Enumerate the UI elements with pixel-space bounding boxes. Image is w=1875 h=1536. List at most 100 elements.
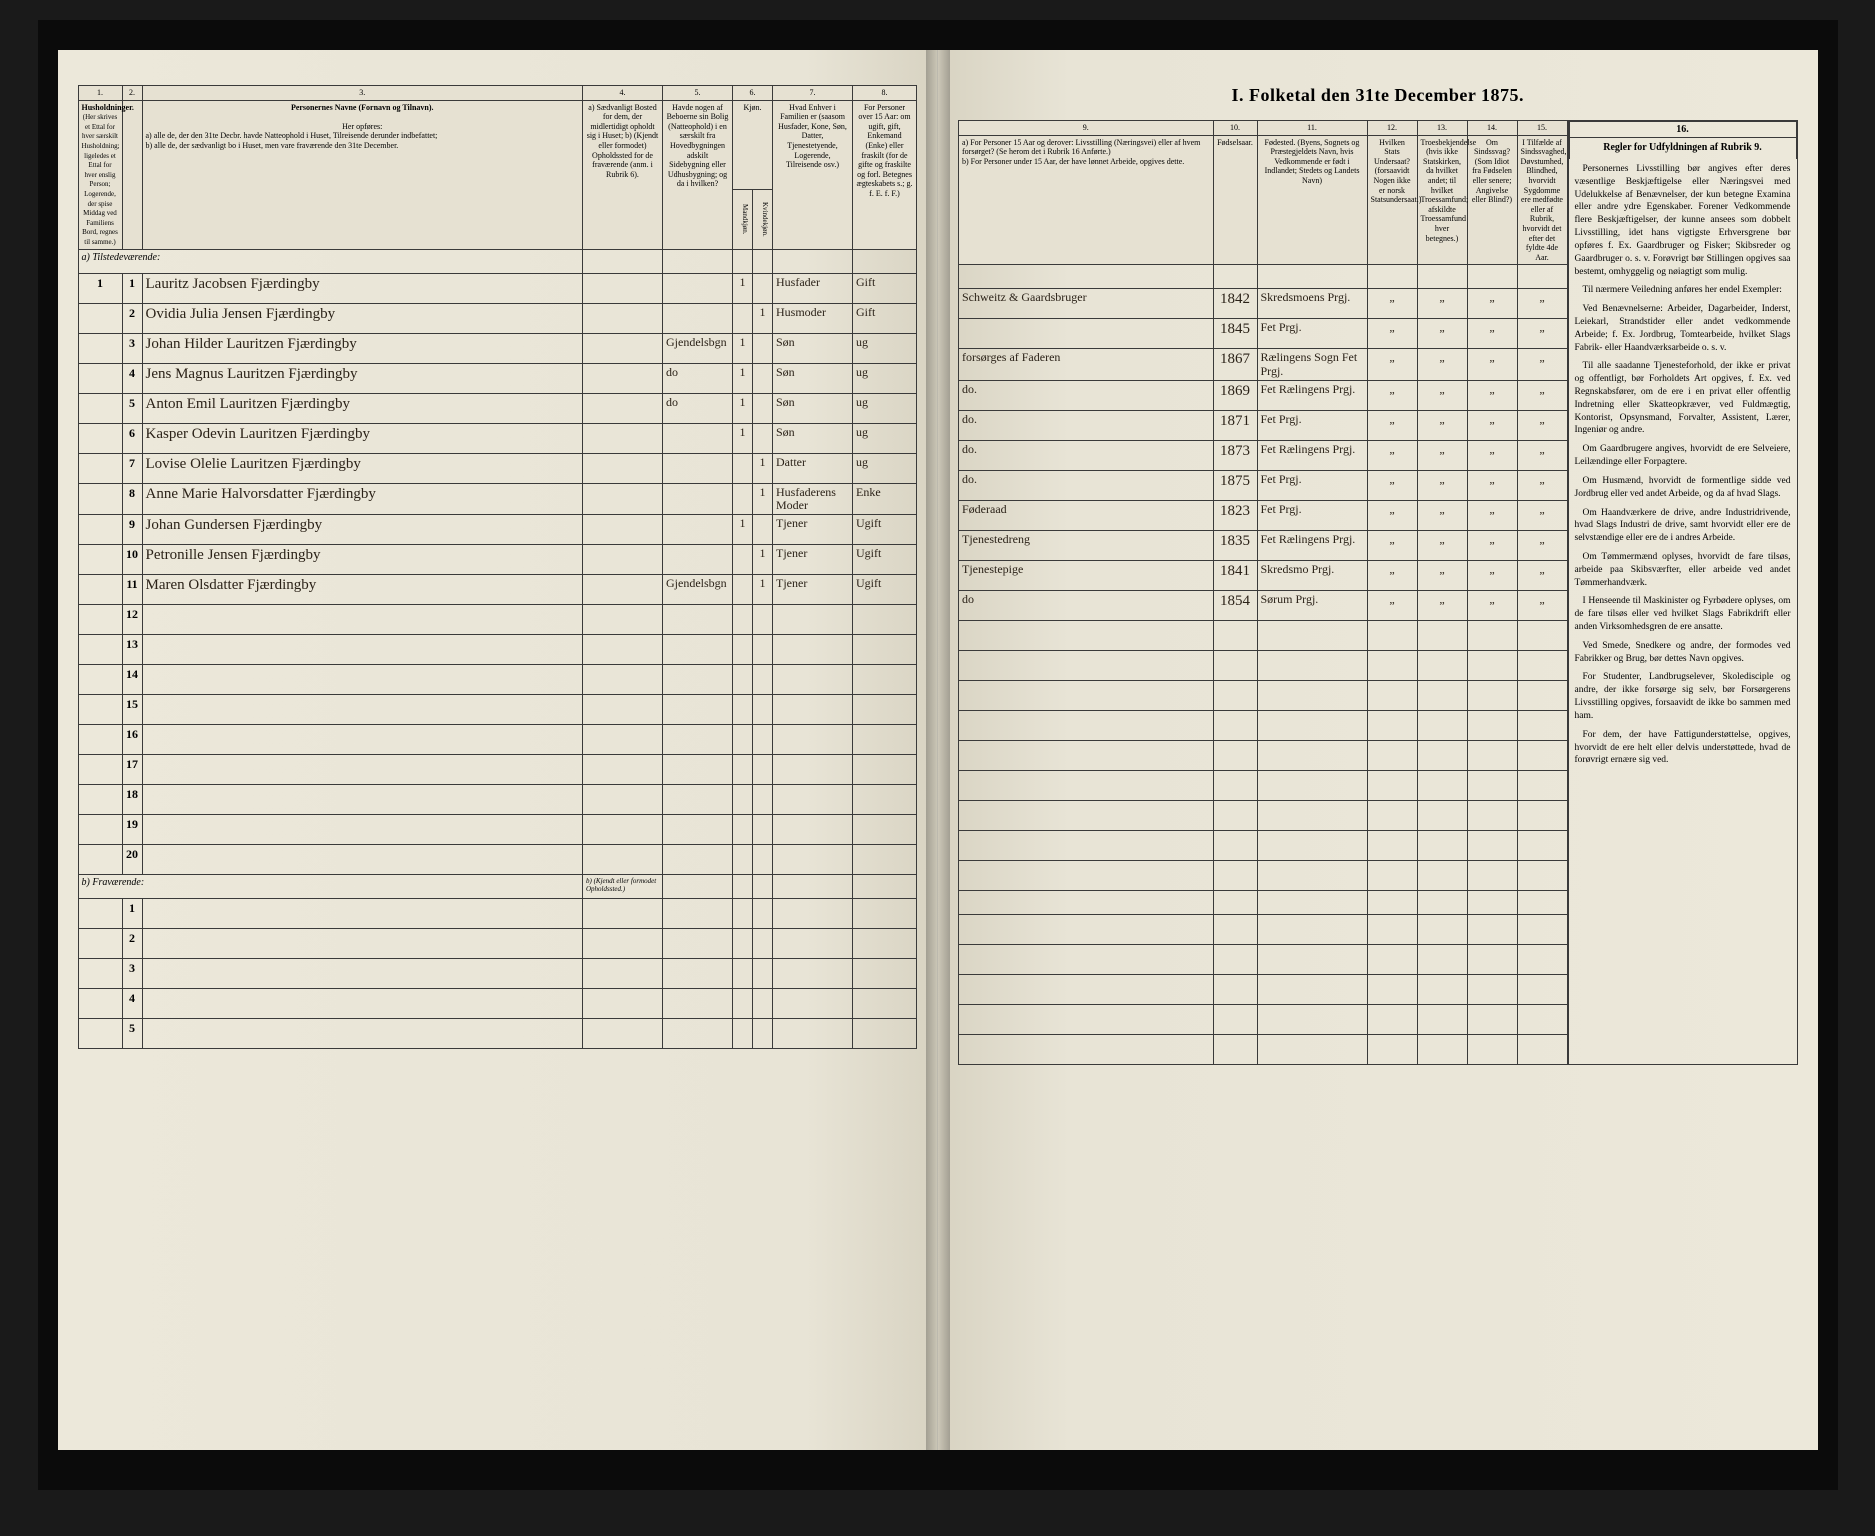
cell-birthplace: Rælingens Sogn Fet Prgj. [1257, 349, 1367, 380]
row-num: 3 [122, 333, 142, 363]
cell-name: Petronille Jensen Fjærdingby [142, 544, 583, 574]
row-num: 3 [122, 958, 142, 988]
cell-outbuilding: Gjendelsbgn [663, 333, 733, 363]
table-row: 11Lauritz Jacobsen Fjærdingby1HusfaderGi… [78, 273, 917, 303]
cell-rel: „ [1417, 289, 1467, 319]
row-num: 1 [122, 273, 142, 303]
cell-female: 1 [753, 303, 773, 333]
cell-female [753, 393, 773, 423]
cell-ins: „ [1467, 440, 1517, 470]
cell-male [733, 574, 753, 604]
colnum-3: 3. [142, 86, 583, 101]
cell-residence [583, 574, 663, 604]
cell-birthplace: Fet Prgj. [1257, 500, 1367, 530]
colnum-4: 4. [583, 86, 663, 101]
cell-residence [583, 544, 663, 574]
cell-dis: „ [1517, 410, 1567, 440]
row-num: 8 [122, 483, 142, 514]
cell-male [733, 483, 753, 514]
table-row [959, 620, 1568, 650]
row-num: 17 [122, 754, 142, 784]
cell-rel: „ [1417, 590, 1467, 620]
cell-residence [583, 483, 663, 514]
row-num: 6 [122, 423, 142, 453]
colnum-1: 1. [78, 86, 122, 101]
cell-civil: Ugift [853, 574, 917, 604]
cell-relation: Søn [773, 423, 853, 453]
cell-name: Anton Emil Lauritzen Fjærdingby [142, 393, 583, 423]
cell-female [753, 423, 773, 453]
table-row: 11Maren Olsdatter FjærdingbyGjendelsbgn1… [78, 574, 917, 604]
cell-outbuilding: do [663, 363, 733, 393]
row-num: 7 [122, 453, 142, 483]
colnum-16: 16. [1570, 122, 1796, 138]
cell-name: Maren Olsdatter Fjærdingby [142, 574, 583, 604]
cell-male [733, 453, 753, 483]
head-names-title: Personernes Navne (Fornavn og Tilnavn). [291, 103, 434, 112]
cell-ins: „ [1467, 289, 1517, 319]
head-households-sub: (Her skrives et Ettal for hver særskilt … [82, 113, 120, 246]
row-num: 13 [122, 634, 142, 664]
cell-occupation: Føderaad [959, 500, 1214, 530]
cell-civil: Gift [853, 273, 917, 303]
table-row: 12 [78, 604, 917, 634]
household-num [78, 483, 122, 514]
table-row: 3 [78, 958, 917, 988]
head-sex: Kjøn. [733, 100, 773, 189]
colnum-12: 12. [1367, 121, 1417, 136]
cell-nat: „ [1367, 380, 1417, 410]
section-absent: b) Fraværende: [78, 874, 583, 898]
rules-paragraph: For dem, der have Fattigunderstøttelse, … [1575, 729, 1791, 767]
row-num: 1 [122, 898, 142, 928]
cell-ins: „ [1467, 530, 1517, 560]
cell-year: 1871 [1213, 410, 1257, 440]
table-row: Tjenestedreng1835Fet Rælingens Prgj.„„„„ [959, 530, 1568, 560]
rules-paragraph: Om Tømmermænd oplyses, hvorvidt de fare … [1575, 551, 1791, 589]
cell-relation: Tjener [773, 544, 853, 574]
cell-occupation: do. [959, 410, 1214, 440]
table-row [959, 800, 1568, 830]
table-row: 4Jens Magnus Lauritzen Fjærdingbydo1Sønu… [78, 363, 917, 393]
household-num [78, 303, 122, 333]
cell-birthplace: Sørum Prgj. [1257, 590, 1367, 620]
table-row: do1854Sørum Prgj.„„„„ [959, 590, 1568, 620]
table-row [959, 914, 1568, 944]
cell-dis: „ [1517, 530, 1567, 560]
table-row: 1 [78, 898, 917, 928]
cell-nat: „ [1367, 289, 1417, 319]
cell-female [753, 363, 773, 393]
head-households-title: Husholdninger. [82, 103, 134, 112]
cell-outbuilding [663, 273, 733, 303]
page-title: I. Folketal den 31te December 1875. [958, 85, 1798, 106]
table-row: 10Petronille Jensen Fjærdingby1TjenerUgi… [78, 544, 917, 574]
cell-year: 1873 [1213, 440, 1257, 470]
cell-ins: „ [1467, 319, 1517, 349]
cell-female [753, 333, 773, 363]
table-row: 17 [78, 754, 917, 784]
table-row: 20 [78, 844, 917, 874]
row-num: 15 [122, 694, 142, 724]
cell-female [753, 514, 773, 544]
right-page: I. Folketal den 31te December 1875. 9. 1… [938, 50, 1818, 1450]
head-nationality: Hvilken Stats Undersaat? (forsaavidt Nog… [1367, 135, 1417, 265]
cell-relation: Tjener [773, 514, 853, 544]
cell-male: 1 [733, 333, 753, 363]
table-row: 13 [78, 634, 917, 664]
table-row: 8Anne Marie Halvorsdatter Fjærdingby1Hus… [78, 483, 917, 514]
rules-paragraph: Om Husmænd, hvorvidt de formentlige sidd… [1575, 475, 1791, 501]
table-row: Schweitz & Gaardsbruger1842Skredsmoens P… [959, 289, 1568, 319]
table-row: 1845Fet Prgj.„„„„ [959, 319, 1568, 349]
cell-outbuilding: Gjendelsbgn [663, 574, 733, 604]
row-num: 14 [122, 664, 142, 694]
cell-year: 1842 [1213, 289, 1257, 319]
table-row: do.1871Fet Prgj.„„„„ [959, 410, 1568, 440]
head-residence: a) Sædvanligt Bosted for dem, der midler… [583, 100, 663, 249]
table-row: 7Lovise Olelie Lauritzen Fjærdingby1Datt… [78, 453, 917, 483]
cell-male: 1 [733, 363, 753, 393]
cell-birthplace: Skredsmoens Prgj. [1257, 289, 1367, 319]
row-num: 18 [122, 784, 142, 814]
cell-year: 1835 [1213, 530, 1257, 560]
cell-relation: Søn [773, 363, 853, 393]
row-num: 4 [122, 988, 142, 1018]
cell-residence [583, 303, 663, 333]
